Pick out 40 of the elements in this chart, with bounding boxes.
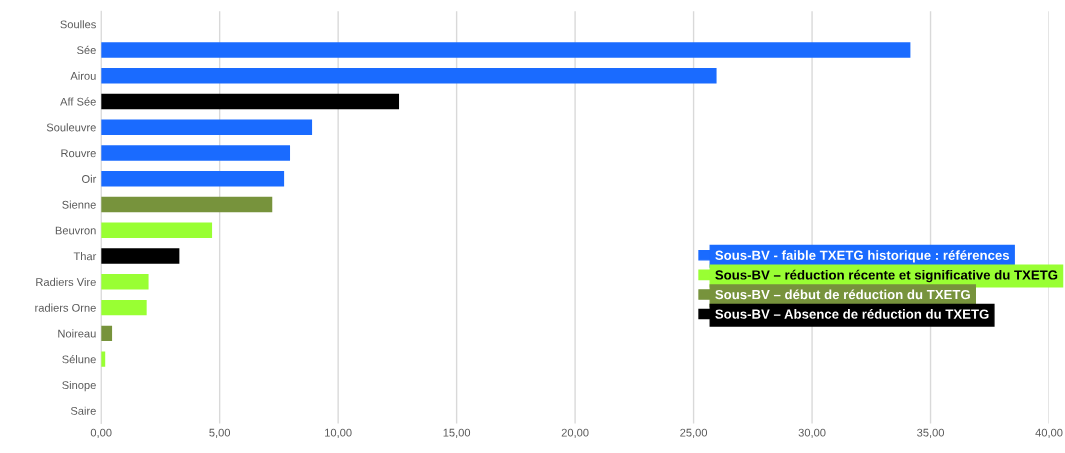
bar — [101, 171, 285, 187]
y-tick-label: Noireau — [58, 329, 96, 338]
x-tick-label: 15,00 — [443, 428, 471, 438]
bar — [101, 248, 180, 264]
y-tick-label: Radiers Vire — [36, 277, 96, 286]
y-tick-label: Saire — [70, 406, 96, 415]
y-tick-label: Oir — [82, 174, 97, 183]
bar — [101, 42, 911, 58]
x-tick-label: 25,00 — [680, 428, 708, 438]
x-tick-label: 10,00 — [325, 428, 352, 438]
legend-label: Sous-BV - faible TXETG historique : références — [715, 250, 1010, 263]
bar — [101, 119, 313, 135]
bar — [101, 274, 149, 290]
x-tick-label: 0,00 — [90, 428, 112, 438]
y-tick-label: Beuvron — [55, 226, 96, 235]
y-tick-label: Sée — [77, 45, 96, 55]
x-tick-label: 30,00 — [798, 428, 826, 438]
legend-label: Sous-BV – début de réduction du TXETG — [715, 289, 970, 300]
bar — [101, 222, 213, 239]
legend-label: Sous-BV – Absence de réduction du TXETG — [715, 308, 989, 319]
y-tick-label: Soulles — [60, 20, 96, 29]
x-tick-label: 5,00 — [209, 428, 231, 438]
bar — [101, 93, 400, 110]
y-tick-label: Thar — [73, 252, 97, 261]
y-tick-label: Rouvre — [61, 149, 96, 158]
x-tick-label: 20,00 — [561, 428, 589, 438]
bar — [101, 68, 717, 84]
bar — [101, 196, 273, 213]
y-tick-label: Sienne — [62, 200, 96, 209]
x-tick-label: 35,00 — [917, 428, 945, 438]
y-tick-label: Sélune — [62, 354, 96, 364]
y-tick-label: Aff Sée — [60, 97, 96, 106]
x-tick-label: 40,00 — [1035, 428, 1063, 438]
y-tick-label: Airou — [70, 71, 96, 80]
bar — [101, 299, 147, 316]
legend-label: Sous-BV – réduction récente et significative du TXETG — [715, 269, 1058, 283]
y-tick-label: Souleuvre — [46, 123, 96, 132]
y-tick-label: Sinope — [62, 380, 96, 392]
y-tick-label: radiers Orne — [35, 303, 96, 312]
bar — [101, 145, 291, 161]
